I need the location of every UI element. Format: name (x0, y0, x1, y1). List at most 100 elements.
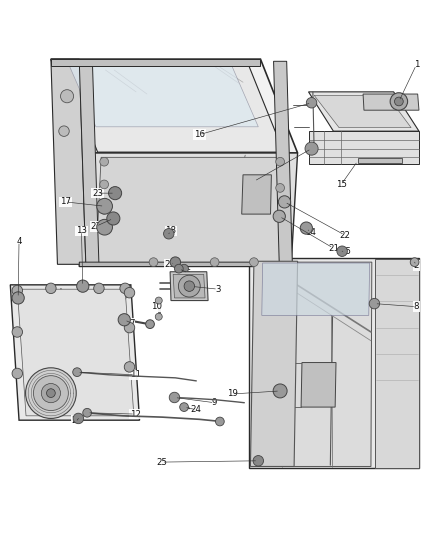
Circle shape (276, 211, 285, 220)
Circle shape (146, 320, 154, 328)
Text: 11: 11 (130, 370, 141, 379)
Circle shape (279, 196, 290, 208)
Text: 24: 24 (191, 405, 202, 414)
Polygon shape (358, 158, 403, 164)
Polygon shape (51, 59, 261, 66)
Polygon shape (262, 263, 370, 316)
Circle shape (273, 210, 286, 222)
Circle shape (124, 362, 135, 372)
Circle shape (210, 258, 219, 266)
Circle shape (83, 408, 92, 417)
Circle shape (163, 229, 174, 239)
Circle shape (107, 212, 120, 225)
Polygon shape (242, 175, 272, 214)
Text: 21: 21 (328, 244, 339, 253)
Circle shape (250, 258, 258, 266)
Polygon shape (51, 59, 86, 264)
Text: 13: 13 (76, 226, 87, 235)
Polygon shape (375, 259, 419, 468)
Text: 19: 19 (226, 390, 237, 399)
Circle shape (180, 264, 188, 273)
Circle shape (46, 283, 56, 294)
Polygon shape (79, 61, 99, 264)
Circle shape (155, 313, 162, 320)
Circle shape (174, 264, 183, 273)
Text: 1: 1 (413, 60, 419, 69)
Circle shape (118, 313, 131, 326)
Circle shape (97, 198, 113, 214)
Circle shape (12, 327, 22, 337)
Text: 23: 23 (92, 189, 103, 198)
Polygon shape (308, 131, 419, 164)
Circle shape (178, 275, 200, 297)
Text: 23: 23 (165, 260, 176, 269)
Circle shape (184, 281, 194, 292)
Circle shape (155, 297, 162, 304)
Circle shape (276, 157, 285, 166)
Circle shape (273, 384, 287, 398)
Circle shape (180, 403, 188, 411)
Polygon shape (308, 92, 419, 131)
Circle shape (390, 93, 408, 110)
Polygon shape (62, 62, 284, 152)
Circle shape (369, 298, 380, 309)
Text: 5: 5 (186, 269, 191, 278)
Circle shape (59, 126, 69, 136)
Circle shape (97, 220, 113, 235)
Text: 15: 15 (336, 180, 347, 189)
Polygon shape (170, 272, 208, 301)
Polygon shape (301, 362, 336, 407)
Circle shape (170, 257, 180, 268)
Polygon shape (96, 157, 285, 264)
Circle shape (12, 292, 24, 304)
Circle shape (300, 222, 312, 234)
Circle shape (73, 413, 84, 424)
Polygon shape (17, 289, 134, 416)
Circle shape (109, 187, 122, 200)
Circle shape (410, 258, 419, 266)
Text: 18: 18 (166, 226, 177, 235)
Text: 10: 10 (152, 302, 162, 311)
Circle shape (100, 157, 109, 166)
Circle shape (395, 97, 403, 106)
Text: 22: 22 (339, 231, 350, 239)
Circle shape (215, 417, 224, 426)
Circle shape (276, 183, 285, 192)
Text: 25: 25 (156, 458, 167, 466)
Text: 20: 20 (71, 416, 83, 425)
Circle shape (306, 98, 317, 108)
Text: 14: 14 (305, 228, 316, 237)
Polygon shape (70, 67, 258, 127)
Polygon shape (363, 94, 419, 110)
Text: 3: 3 (215, 285, 221, 294)
Circle shape (120, 283, 131, 294)
Polygon shape (173, 274, 205, 298)
Text: 9: 9 (212, 398, 217, 407)
Circle shape (12, 368, 22, 379)
Polygon shape (251, 261, 297, 466)
Text: 7: 7 (129, 319, 134, 328)
Text: 23: 23 (90, 222, 101, 231)
Text: 6: 6 (251, 177, 257, 186)
Circle shape (41, 384, 60, 403)
Polygon shape (79, 262, 293, 266)
Polygon shape (51, 59, 297, 153)
Circle shape (169, 392, 180, 403)
Text: 16: 16 (194, 130, 205, 139)
Text: 2: 2 (413, 261, 419, 270)
Circle shape (46, 389, 55, 398)
Circle shape (149, 258, 158, 266)
Circle shape (253, 456, 264, 466)
Circle shape (100, 180, 109, 189)
Text: 25: 25 (340, 247, 351, 256)
Circle shape (337, 246, 347, 256)
Polygon shape (259, 262, 372, 466)
Polygon shape (314, 95, 411, 128)
Circle shape (94, 283, 104, 294)
Circle shape (305, 142, 318, 155)
Polygon shape (274, 61, 292, 264)
Circle shape (124, 322, 135, 333)
Polygon shape (79, 153, 297, 266)
Text: 8: 8 (413, 302, 419, 311)
Circle shape (25, 368, 76, 418)
